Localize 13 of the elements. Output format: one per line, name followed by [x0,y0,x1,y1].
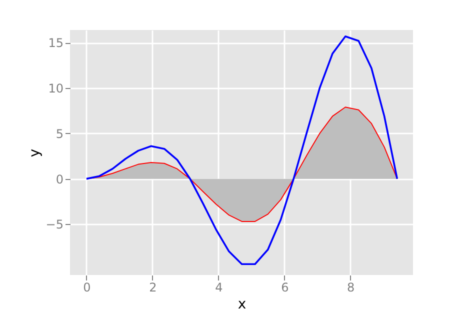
y-tick-label: 0 [56,172,64,186]
x-tick-label: 0 [83,280,91,294]
x-axis-title: x [238,296,246,312]
x-tick-label: 4 [215,280,223,294]
y-axis-title: y [26,148,43,158]
line-series [86,35,398,266]
y-tick-label: 5 [56,126,64,141]
y-tick-label: −5 [46,218,64,232]
x-tick-label: 8 [347,280,355,294]
x-tick-label: 2 [149,280,157,294]
x-tick-label: 6 [281,280,289,294]
y-tick-label: 10 [48,82,64,96]
y-tick-label: 15 [48,36,64,50]
